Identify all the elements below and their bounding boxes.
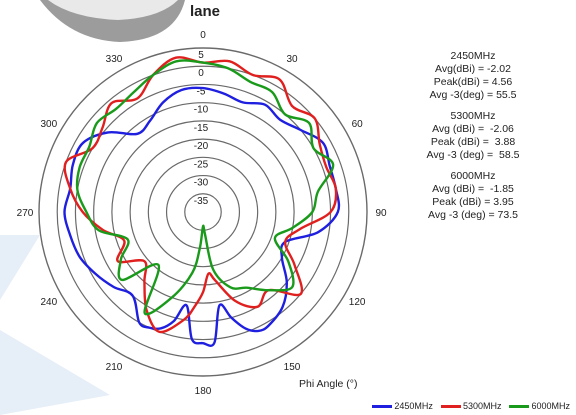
legend-swatch-5300 xyxy=(440,404,461,408)
stats-5300: 5300MHz Avg (dBi) = -2.06 Peak (dBi) = 3… xyxy=(388,110,558,162)
radial-tick-label: -5 xyxy=(197,86,206,97)
stat-avg: Avg(dBi) = -2.02 xyxy=(435,63,511,75)
radial-tick-label: -20 xyxy=(194,141,209,152)
stat-peak: Peak (dBi) = 3.88 xyxy=(430,136,516,148)
legend-item-5300: 5300MHz xyxy=(440,401,502,411)
stat-peak: Peak (dBi) = 3.95 xyxy=(432,196,514,208)
angle-tick-label: 180 xyxy=(195,386,212,397)
series-5300 xyxy=(63,56,338,334)
radial-tick-label: -10 xyxy=(194,105,209,116)
stats-6000: 6000MHz Avg (dBi) = -1.85 Peak (dBi) = 3… xyxy=(388,170,558,222)
series-6000 xyxy=(75,59,335,316)
radial-tick-label: -30 xyxy=(194,178,209,189)
stat-beamwidth: Avg -3(deg) = 55.5 xyxy=(429,89,517,101)
angle-tick-label: 120 xyxy=(349,297,366,308)
stat-beamwidth: Avg -3 (deg) = 58.5 xyxy=(426,149,520,161)
stats-2450: 2450MHz Avg(dBi) = -2.02 Peak(dBi) = 4.5… xyxy=(388,50,558,102)
legend-label-2450: 2450MHz xyxy=(394,401,433,411)
stat-freq: 6000MHz xyxy=(450,170,496,182)
grid-ring xyxy=(56,65,350,359)
angle-tick-label: 30 xyxy=(286,54,298,65)
angle-tick-label: 0 xyxy=(200,30,206,41)
stat-freq: 2450MHz xyxy=(450,50,496,62)
angle-tick-label: 150 xyxy=(284,362,301,373)
stat-beamwidth: Avg -3 (deg) = 73.5 xyxy=(428,209,518,221)
radial-tick-label: -15 xyxy=(194,123,209,134)
angle-axis-label: Phi Angle (°) xyxy=(299,378,358,390)
stat-avg: Avg (dBi) = -1.85 xyxy=(432,183,514,195)
legend-item-2450: 2450MHz xyxy=(372,401,433,411)
grid-ring xyxy=(129,138,277,286)
radial-tick-label: -25 xyxy=(194,159,209,170)
legend-item-6000: 6000MHz xyxy=(509,401,570,411)
angle-tick-label: 300 xyxy=(41,119,58,130)
legend-swatch-6000 xyxy=(509,404,530,408)
grid-ring xyxy=(111,120,295,304)
angle-tick-label: 60 xyxy=(352,119,364,130)
stats-panel: 2450MHz Avg(dBi) = -2.02 Peak(dBi) = 4.5… xyxy=(388,50,558,230)
legend-label-6000: 6000MHz xyxy=(531,401,570,411)
radial-tick-label: -35 xyxy=(194,196,209,207)
legend: 2450MHz 5300MHz 6000MHz xyxy=(372,401,570,411)
angle-tick-label: 90 xyxy=(375,208,387,219)
stat-peak: Peak(dBi) = 4.56 xyxy=(433,76,513,88)
radial-tick-label: 0 xyxy=(198,68,204,79)
legend-label-5300: 5300MHz xyxy=(462,401,502,411)
grid-ring xyxy=(165,174,241,250)
device-shape-highlight xyxy=(48,0,178,20)
stat-avg: Avg (dBi) = -2.06 xyxy=(432,123,514,135)
radial-tick-label: 5 xyxy=(198,50,204,61)
grid-ring xyxy=(147,156,259,268)
stat-freq: 5300MHz xyxy=(450,110,496,122)
angle-tick-label: 240 xyxy=(41,297,58,308)
series-2450 xyxy=(63,86,341,347)
legend-swatch-2450 xyxy=(372,404,393,408)
angle-tick-label: 330 xyxy=(106,54,123,65)
angle-tick-label: 210 xyxy=(106,362,123,373)
chart-title: lane xyxy=(189,3,220,20)
angle-tick-label: 270 xyxy=(17,208,34,219)
outer-ring xyxy=(38,47,368,377)
